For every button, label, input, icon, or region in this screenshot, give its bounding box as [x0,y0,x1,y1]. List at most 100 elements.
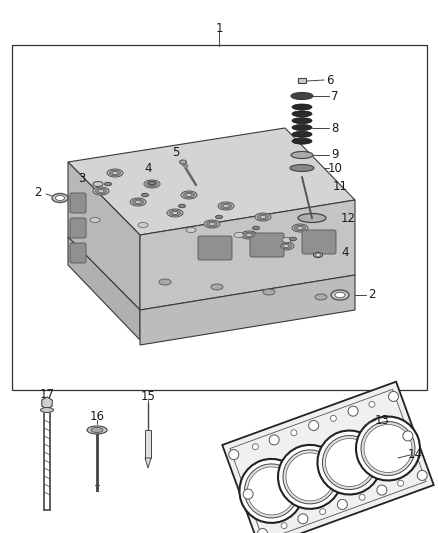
Text: 3: 3 [78,172,86,184]
Ellipse shape [244,232,254,238]
Ellipse shape [138,222,148,228]
Circle shape [364,424,412,472]
Polygon shape [140,200,355,310]
Ellipse shape [105,182,112,185]
Text: 8: 8 [331,122,339,134]
Text: 7: 7 [331,90,339,102]
Bar [230,390,426,533]
Ellipse shape [280,243,292,249]
Ellipse shape [209,222,215,225]
Ellipse shape [91,427,103,432]
Ellipse shape [298,214,326,222]
Ellipse shape [95,188,106,194]
Ellipse shape [98,190,104,192]
Ellipse shape [223,205,229,207]
Text: 4: 4 [341,246,349,260]
Bar [298,78,306,83]
Ellipse shape [292,125,312,131]
Ellipse shape [252,226,259,230]
Circle shape [348,406,358,416]
Ellipse shape [146,181,158,187]
Circle shape [398,480,404,486]
Text: 9: 9 [331,149,339,161]
Ellipse shape [90,217,100,222]
FancyBboxPatch shape [250,233,284,257]
Ellipse shape [107,169,123,177]
Text: 5: 5 [172,146,180,158]
Ellipse shape [186,193,192,197]
Ellipse shape [292,118,312,124]
Circle shape [325,439,374,487]
Polygon shape [68,162,140,310]
Ellipse shape [93,182,103,187]
Ellipse shape [184,192,194,198]
Ellipse shape [290,237,297,241]
Ellipse shape [112,172,118,174]
Ellipse shape [294,225,305,231]
Ellipse shape [149,182,155,185]
Ellipse shape [52,193,68,203]
Circle shape [229,450,239,459]
Ellipse shape [292,104,312,110]
FancyBboxPatch shape [198,236,232,260]
Ellipse shape [263,289,275,295]
Ellipse shape [297,227,303,230]
Ellipse shape [331,290,349,300]
Polygon shape [145,458,151,468]
Circle shape [240,459,304,523]
Circle shape [361,422,415,475]
FancyBboxPatch shape [70,218,86,238]
Ellipse shape [159,279,171,285]
Ellipse shape [314,253,322,257]
Text: 17: 17 [39,389,54,401]
Text: 11: 11 [332,181,347,193]
Circle shape [389,391,399,401]
Ellipse shape [315,254,321,256]
Circle shape [278,445,342,509]
Text: 1: 1 [215,21,223,35]
Ellipse shape [93,187,109,195]
Circle shape [283,450,337,504]
Circle shape [356,416,420,480]
Ellipse shape [220,203,232,209]
Ellipse shape [130,198,146,206]
Ellipse shape [291,151,313,158]
FancyBboxPatch shape [302,230,336,254]
Circle shape [337,499,347,510]
Ellipse shape [141,193,148,197]
Ellipse shape [180,160,187,164]
Polygon shape [42,397,52,409]
Ellipse shape [133,199,144,205]
FancyBboxPatch shape [70,243,86,263]
Ellipse shape [234,232,244,238]
Ellipse shape [110,170,120,176]
Ellipse shape [260,215,266,219]
Ellipse shape [278,242,294,250]
Ellipse shape [56,196,64,200]
Polygon shape [68,128,355,235]
Text: 6: 6 [326,74,334,86]
Ellipse shape [181,191,197,199]
Ellipse shape [292,224,308,232]
Circle shape [252,444,258,450]
Text: 10: 10 [328,161,343,174]
Ellipse shape [283,245,289,247]
Circle shape [269,435,279,445]
Ellipse shape [246,233,252,237]
Ellipse shape [172,212,178,214]
Circle shape [417,471,427,480]
Circle shape [320,508,325,515]
Ellipse shape [87,426,107,434]
Circle shape [291,430,297,435]
Ellipse shape [292,111,312,117]
Circle shape [403,431,413,441]
Bar [12,45,427,390]
Text: 12: 12 [340,212,356,224]
Ellipse shape [241,231,257,239]
Ellipse shape [292,131,312,138]
Ellipse shape [186,228,196,232]
Circle shape [298,514,308,524]
Circle shape [281,523,287,529]
Ellipse shape [290,165,314,172]
Ellipse shape [215,215,223,219]
